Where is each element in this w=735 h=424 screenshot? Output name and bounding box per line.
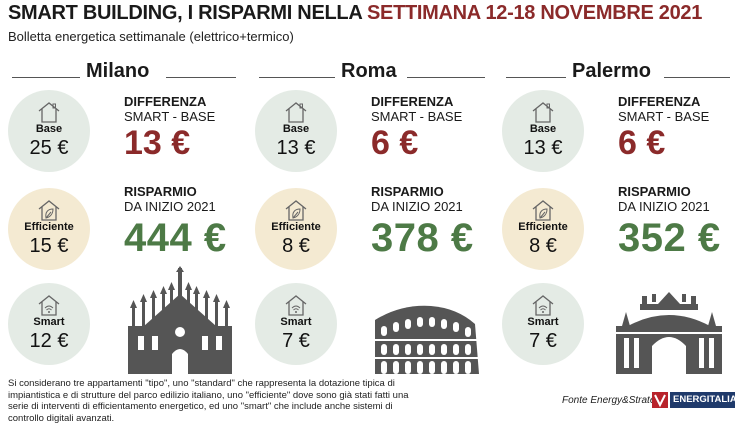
city-name: Palermo (572, 60, 651, 82)
smart-value: 7 € (282, 330, 310, 352)
base-value: 13 € (276, 137, 316, 159)
page-title: SMART BUILDING, I RISPARMI NELLA SETTIMA… (8, 2, 702, 25)
header-rule-left (259, 77, 335, 78)
house-wifi-icon (532, 295, 554, 316)
house-leaf-icon (532, 200, 554, 221)
base-label: Base (35, 123, 63, 135)
saving-title: RISPARMIO (124, 184, 197, 199)
diff-value: 6 € (618, 124, 666, 162)
duomo-icon (128, 266, 232, 374)
brand-name: ENERGITALIA (670, 392, 735, 408)
house-leaf-icon (285, 200, 307, 221)
base-circle: Base 13 € (502, 90, 584, 172)
efficiente-label: Efficiente (271, 221, 321, 233)
diff-value: 6 € (371, 124, 419, 162)
smart-label: Smart (280, 316, 312, 328)
house-icon (38, 102, 60, 123)
title-part-1: SMART BUILDING, I RISPARMI NELLA (8, 2, 367, 24)
saving-subtitle: DA INIZIO 2021 (124, 199, 216, 214)
efficiente-value: 8 € (282, 235, 310, 257)
house-wifi-icon (285, 295, 307, 316)
saving-value: 352 € (618, 216, 721, 260)
base-label: Base (529, 123, 557, 135)
saving-value: 444 € (124, 216, 227, 260)
teatro-massimo-icon (616, 292, 722, 374)
efficiente-value: 8 € (529, 235, 557, 257)
house-wifi-icon (38, 295, 60, 316)
smart-label: Smart (527, 316, 559, 328)
efficiente-label: Efficiente (24, 221, 74, 233)
smart-circle: Smart 7 € (255, 283, 337, 365)
header-rule-right (166, 77, 236, 78)
methodology-note: Si considerano tre appartamenti "tipo", … (8, 378, 409, 424)
saving-value: 378 € (371, 216, 474, 260)
efficiente-value: 15 € (29, 235, 69, 257)
colosseum-icon (375, 305, 479, 374)
base-circle: Base 13 € (255, 90, 337, 172)
page-subtitle: Bolletta energetica settimanale (elettri… (8, 29, 294, 44)
diff-value: 13 € (124, 124, 191, 162)
city-header: Palermo (494, 60, 735, 86)
efficiente-circle: Efficiente 8 € (502, 188, 584, 270)
house-icon (532, 102, 554, 123)
city-column-roma: Roma Base 13 € Efficiente 8 € Smart 7 € … (247, 54, 492, 374)
energitalia-logo-icon (652, 392, 668, 408)
city-header: Roma (247, 60, 492, 86)
header-rule-right (407, 77, 485, 78)
header-rule-left (12, 77, 80, 78)
base-circle: Base 25 € (8, 90, 90, 172)
saving-title: RISPARMIO (618, 184, 691, 199)
footer: Si considerano tre appartamenti "tipo", … (0, 374, 735, 424)
base-value: 13 € (523, 137, 563, 159)
smart-value: 12 € (29, 330, 69, 352)
saving-subtitle: DA INIZIO 2021 (371, 199, 463, 214)
city-name: Roma (341, 60, 397, 82)
smart-label: Smart (33, 316, 65, 328)
diff-subtitle: SMART - BASE (618, 109, 710, 124)
house-icon (285, 102, 307, 123)
diff-subtitle: SMART - BASE (371, 109, 463, 124)
efficiente-circle: Efficiente 15 € (8, 188, 90, 270)
diff-title: DIFFERENZA (371, 94, 454, 109)
title-part-2: SETTIMANA 12-18 NOVEMBRE 2021 (366, 2, 703, 24)
city-column-milano: Milano Base 25 € Efficiente 15 € Smart 1… (0, 54, 245, 374)
house-leaf-icon (38, 200, 60, 221)
header-rule-right (664, 77, 730, 78)
saving-subtitle: DA INIZIO 2021 (618, 199, 710, 214)
source-credit: Fonte Energy&Strategy (562, 395, 666, 406)
city-name: Milano (86, 60, 150, 82)
header: SMART BUILDING, I RISPARMI NELLA SETTIMA… (0, 0, 735, 52)
cities-panel: Milano Base 25 € Efficiente 15 € Smart 1… (0, 54, 730, 374)
smart-circle: Smart 7 € (502, 283, 584, 365)
diff-title: DIFFERENZA (124, 94, 207, 109)
city-header: Milano (0, 60, 245, 86)
smart-value: 7 € (529, 330, 557, 352)
efficiente-circle: Efficiente 8 € (255, 188, 337, 270)
diff-title: DIFFERENZA (618, 94, 701, 109)
city-column-palermo: Palermo Base 13 € Efficiente 8 € Smart 7… (494, 54, 735, 374)
diff-subtitle: SMART - BASE (124, 109, 216, 124)
base-value: 25 € (29, 137, 69, 159)
efficiente-label: Efficiente (518, 221, 568, 233)
saving-title: RISPARMIO (371, 184, 444, 199)
header-rule-left (506, 77, 566, 78)
smart-circle: Smart 12 € (8, 283, 90, 365)
base-label: Base (282, 123, 310, 135)
